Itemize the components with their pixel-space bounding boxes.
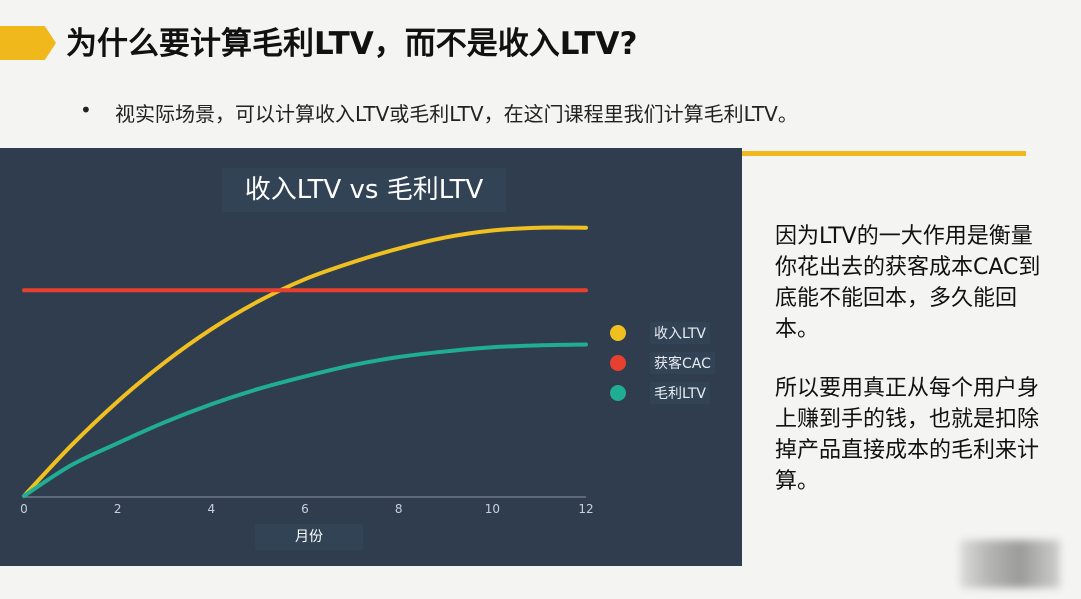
watermark-blur [960,540,1060,588]
accent-rule [742,151,1026,156]
legend-label: 获客CAC [650,352,715,374]
chart-legend: 收入LTV 获客CAC 毛利LTV [610,318,715,408]
legend-item-gross-ltv: 毛利LTV [610,378,715,408]
chart-svg: 0 2 4 6 8 10 12 [20,225,594,516]
chart-title: 收入LTV vs 毛利LTV [222,168,506,212]
series-line-2 [22,342,588,498]
slide-title: 为什么要计算毛利LTV，而不是收入LTV? [66,26,638,62]
side-paragraph-2: 所以要用真正从每个用户身上赚到手的钱，也就是扣除掉产品直接成本的毛利来计算。 [775,376,1040,494]
title-accent-tab [0,26,56,60]
legend-label: 收入LTV [650,322,711,344]
legend-swatch [610,385,626,401]
legend-swatch [610,325,626,341]
x-tick-label: 8 [395,502,403,516]
legend-swatch [610,355,626,371]
x-tick-label: 0 [20,502,28,516]
x-tick-label: 4 [208,502,216,516]
x-tick-label: 10 [485,502,500,516]
legend-item-revenue-ltv: 收入LTV [610,318,715,348]
bullet-text: 视实际场景，可以计算收入LTV或毛利LTV，在这门课程里我们计算毛利LTV。 [115,102,798,126]
x-tick-label: 12 [578,502,593,516]
x-axis-label: 月份 [255,524,363,550]
legend-label: 毛利LTV [650,382,711,404]
x-tick-label: 2 [114,502,122,516]
legend-item-cac: 获客CAC [610,348,715,378]
side-paragraph-1: 因为LTV的一大作用是衡量你花出去的获客成本CAC到底能不能回本，多久能回本。 [775,224,1041,342]
bullet-marker: • [80,98,92,122]
series-line-0 [22,225,588,498]
x-tick-label: 6 [301,502,309,516]
